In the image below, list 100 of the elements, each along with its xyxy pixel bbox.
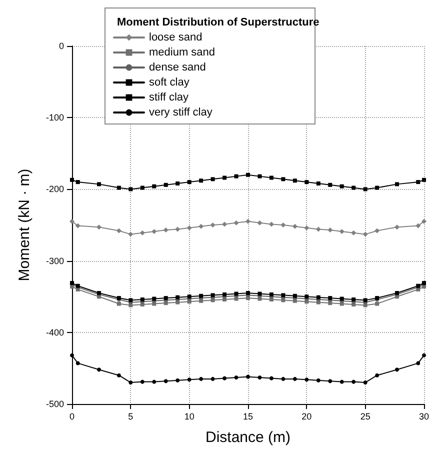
point xyxy=(292,294,297,298)
point xyxy=(258,376,262,380)
point xyxy=(246,172,250,177)
point xyxy=(363,187,368,192)
point xyxy=(140,230,145,236)
legend-label: very stiff clay xyxy=(149,106,213,118)
point xyxy=(116,302,121,306)
point xyxy=(246,374,250,379)
point xyxy=(163,228,168,233)
point xyxy=(116,373,121,378)
y-tick-label: 0 xyxy=(58,41,64,51)
point xyxy=(128,380,133,385)
y-tick-label: -200 xyxy=(46,184,64,194)
point xyxy=(70,178,74,182)
point xyxy=(304,225,310,230)
point xyxy=(96,368,101,372)
point xyxy=(292,376,297,381)
point xyxy=(281,376,286,381)
point xyxy=(116,186,121,190)
point xyxy=(316,181,320,186)
point xyxy=(175,226,180,232)
point xyxy=(176,378,180,382)
point xyxy=(70,218,74,224)
point xyxy=(140,380,144,384)
point xyxy=(269,176,274,180)
point xyxy=(140,297,144,302)
point xyxy=(222,176,227,180)
legend-label: dense sand xyxy=(149,62,206,74)
point xyxy=(422,353,426,358)
point xyxy=(210,177,215,182)
point xyxy=(198,224,204,229)
point xyxy=(304,378,309,382)
legend-label: medium sand xyxy=(149,46,216,58)
legend-label: soft clay xyxy=(149,76,190,88)
point xyxy=(164,182,168,187)
y-tick-label: -400 xyxy=(46,327,64,338)
point xyxy=(374,228,380,234)
x-tick-label: 0 xyxy=(69,412,75,422)
x-tick-label: 25 xyxy=(360,412,370,422)
point xyxy=(352,380,356,384)
legend-label: loose sand xyxy=(149,32,202,44)
point xyxy=(416,180,420,184)
point xyxy=(199,294,204,298)
point xyxy=(186,225,192,230)
x-tick-label: 20 xyxy=(302,412,312,422)
point xyxy=(234,220,239,226)
point xyxy=(128,187,133,192)
y-axis-title: Moment (kN · m) xyxy=(16,168,33,282)
point xyxy=(304,180,309,184)
point xyxy=(70,353,74,358)
point xyxy=(76,180,80,184)
point xyxy=(222,376,227,380)
point xyxy=(416,361,420,366)
point xyxy=(316,226,321,232)
point xyxy=(269,292,274,296)
point xyxy=(234,376,238,380)
y-tick-label: -300 xyxy=(46,256,64,266)
x-tick-label: 30 xyxy=(418,412,429,422)
point xyxy=(421,218,426,224)
point xyxy=(340,184,344,188)
point xyxy=(352,297,356,302)
point xyxy=(210,376,215,381)
point xyxy=(76,361,80,366)
point xyxy=(187,378,192,382)
point xyxy=(116,228,122,234)
point xyxy=(352,186,356,190)
point xyxy=(268,222,274,227)
point xyxy=(375,373,380,378)
point xyxy=(375,186,380,190)
point xyxy=(164,379,168,384)
point xyxy=(422,178,426,182)
point xyxy=(152,380,156,384)
point xyxy=(234,174,238,178)
legend-label: stiff clay xyxy=(149,92,190,104)
point xyxy=(292,224,298,229)
point xyxy=(269,376,274,380)
point xyxy=(245,218,250,224)
point xyxy=(222,292,227,296)
point xyxy=(152,228,157,234)
point xyxy=(222,222,228,227)
point xyxy=(187,180,192,184)
point xyxy=(316,378,320,382)
point xyxy=(363,380,368,385)
point xyxy=(362,232,368,237)
legend-title: Moment Distribution of Superstructure xyxy=(117,16,320,28)
x-tick-label: 10 xyxy=(184,412,194,422)
point xyxy=(328,228,333,233)
x-axis-title: Distance (m) xyxy=(205,429,291,446)
point xyxy=(257,220,262,226)
point xyxy=(75,223,80,228)
point xyxy=(96,182,101,186)
point xyxy=(416,223,421,228)
point xyxy=(328,379,332,384)
point xyxy=(281,177,286,182)
y-tick-label: -500 xyxy=(46,399,64,409)
point xyxy=(328,182,332,187)
point xyxy=(258,174,262,178)
point xyxy=(339,228,344,234)
point xyxy=(351,230,356,236)
x-tick-label: 15 xyxy=(242,412,254,422)
